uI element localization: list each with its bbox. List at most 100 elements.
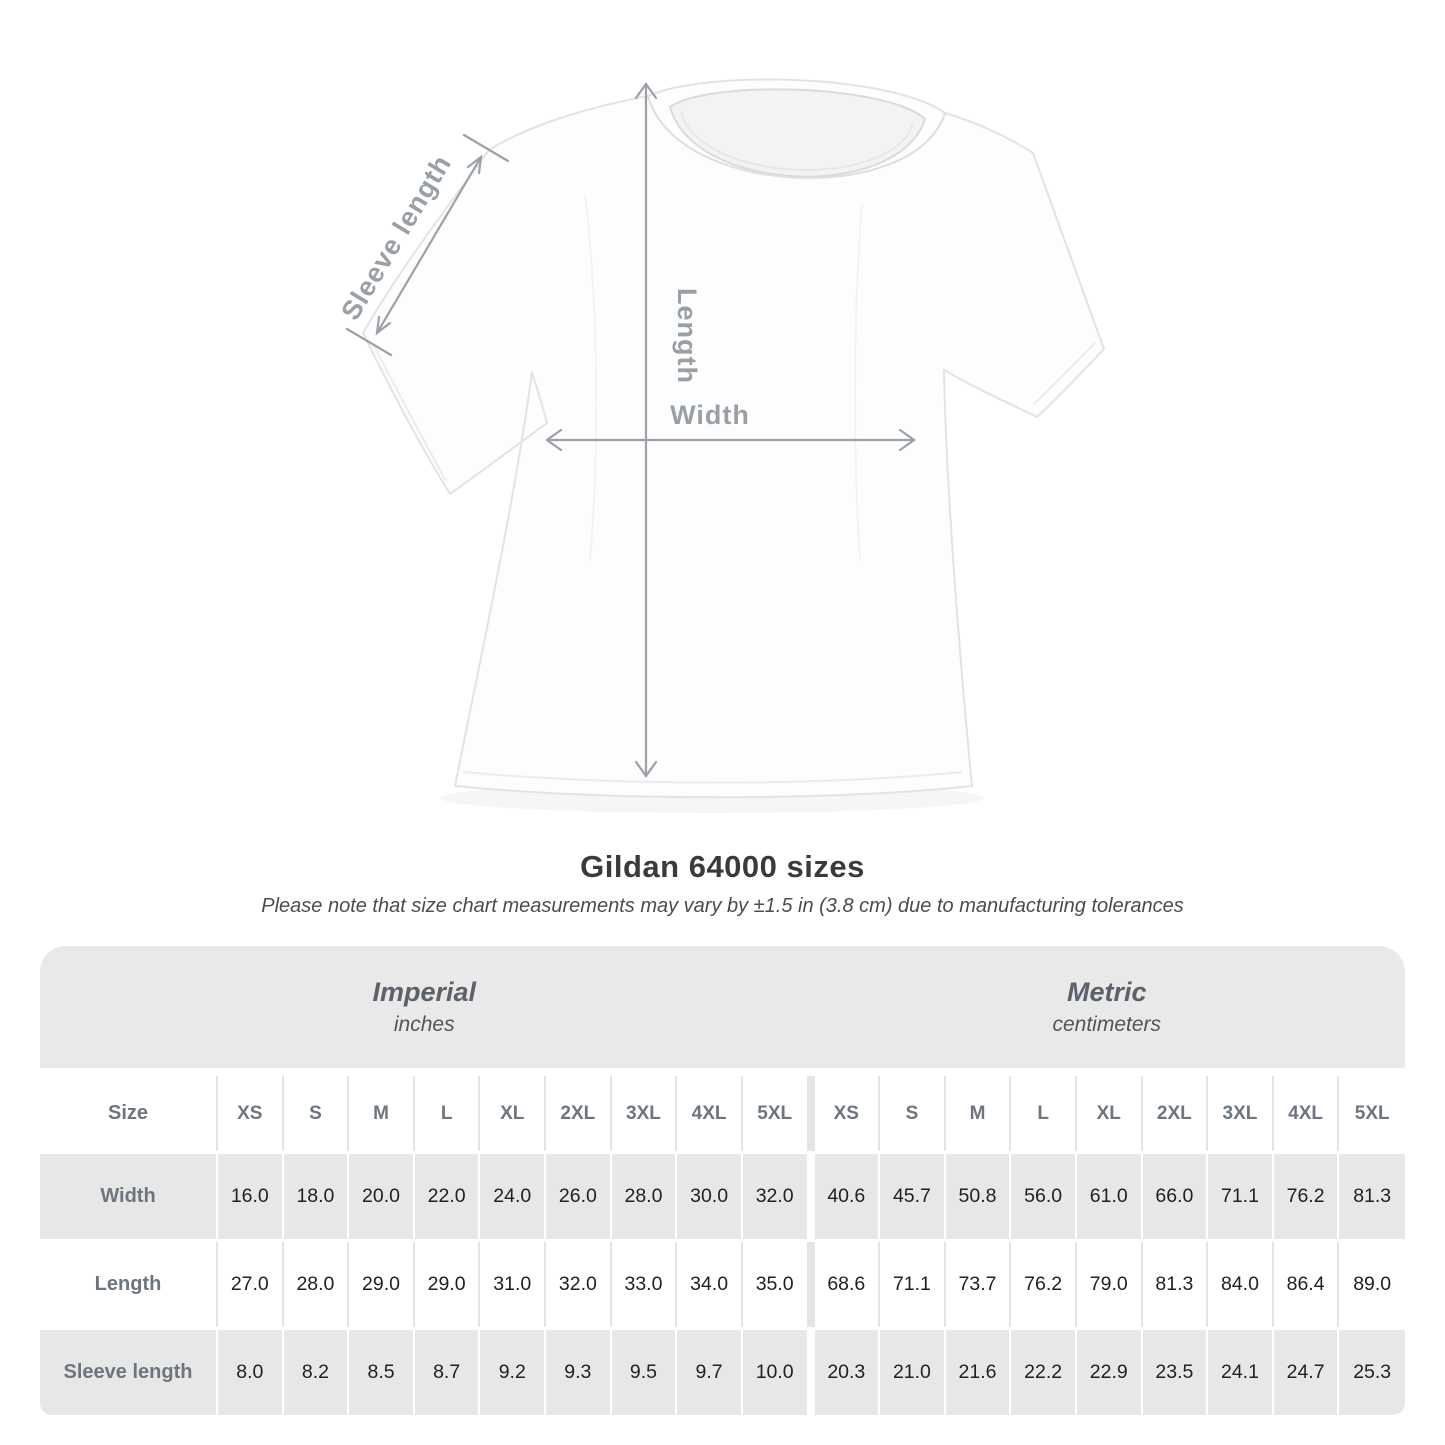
unit-header-band: Imperial inches Metric centimeters <box>40 946 1405 1068</box>
metric-value: 61.0 <box>1076 1154 1143 1239</box>
sleeve-length-tick-bottom <box>345 327 393 357</box>
metric-value: 21.0 <box>880 1330 946 1415</box>
imperial-metric-divider <box>808 1242 815 1327</box>
size-column-label: Size <box>40 1076 218 1151</box>
metric-value: 68.6 <box>814 1242 881 1327</box>
size-header-imperial: 3XL <box>611 1076 678 1151</box>
imperial-metric-divider <box>808 1154 815 1239</box>
sleeve-length-arrow <box>345 133 510 357</box>
imperial-value: 32.0 <box>546 1242 612 1327</box>
metric-value: 24.1 <box>1208 1330 1274 1415</box>
size-header-imperial: XS <box>218 1076 284 1151</box>
metric-value: 76.2 <box>1011 1242 1077 1327</box>
measurement-label: Sleeve length <box>40 1330 218 1415</box>
imperial-header: Imperial inches <box>40 946 809 1068</box>
size-header-metric: 3XL <box>1208 1076 1274 1151</box>
metric-value: 50.8 <box>945 1154 1012 1239</box>
imperial-value: 31.0 <box>480 1242 547 1327</box>
measurement-row: Sleeve length 8.0 8.2 8.5 8.7 9.2 9.3 9.5 9.7 10.… <box>40 1330 1405 1415</box>
left-cuff-stitch <box>373 345 447 482</box>
size-header-metric: 4XL <box>1273 1076 1340 1151</box>
size-header-metric: M <box>945 1076 1012 1151</box>
size-header-imperial: 5XL <box>742 1076 809 1151</box>
size-header-imperial: 2XL <box>546 1076 612 1151</box>
metric-value: 73.7 <box>945 1242 1012 1327</box>
imperial-value: 9.7 <box>677 1330 743 1415</box>
metric-value: 40.6 <box>814 1154 881 1239</box>
imperial-value: 9.3 <box>546 1330 612 1415</box>
metric-title: Metric <box>1066 977 1147 1007</box>
right-cuff-stitch <box>1033 342 1096 405</box>
size-header-metric: 2XL <box>1142 1076 1209 1151</box>
metric-value: 22.9 <box>1076 1330 1143 1415</box>
imperial-value: 22.0 <box>414 1154 481 1239</box>
metric-subtitle: centimeters <box>1052 1013 1162 1036</box>
size-header-imperial: M <box>349 1076 415 1151</box>
metric-value: 76.2 <box>1273 1154 1340 1239</box>
measurement-label: Width <box>40 1154 218 1239</box>
page-title: Gildan 64000 sizes <box>580 849 865 884</box>
hem-stitch <box>462 771 963 784</box>
metric-value: 25.3 <box>1339 1330 1405 1415</box>
size-header-imperial: L <box>414 1076 481 1151</box>
imperial-subtitle: inches <box>393 1013 455 1036</box>
sleeve-length-tick-top <box>462 133 510 163</box>
size-header-metric: L <box>1011 1076 1077 1151</box>
imperial-metric-divider <box>808 1076 815 1151</box>
imperial-value: 20.0 <box>349 1154 415 1239</box>
imperial-value: 8.2 <box>283 1330 350 1415</box>
imperial-value: 9.5 <box>611 1330 678 1415</box>
imperial-value: 16.0 <box>218 1154 284 1239</box>
body-wrinkle-left <box>584 194 598 561</box>
collar-seam <box>647 95 946 179</box>
metric-value: 45.7 <box>880 1154 946 1239</box>
measurement-row: Length 27.0 28.0 29.0 29.0 31.0 32.0 33.0 34.0 35… <box>40 1242 1405 1327</box>
metric-value: 21.6 <box>945 1330 1012 1415</box>
imperial-value: 9.2 <box>480 1330 547 1415</box>
collar-neck-hole <box>668 88 927 178</box>
metric-header: Metric centimeters <box>809 946 1406 1068</box>
metric-value: 71.1 <box>880 1242 946 1327</box>
imperial-value: 8.0 <box>218 1330 284 1415</box>
size-header-imperial: S <box>283 1076 350 1151</box>
size-header-metric: XL <box>1076 1076 1143 1151</box>
metric-value: 81.3 <box>1142 1242 1209 1327</box>
imperial-value: 28.0 <box>283 1242 350 1327</box>
imperial-value: 29.0 <box>414 1242 481 1327</box>
tshirt-measurement-diagram: Sleeve length Length Width <box>335 78 1105 799</box>
imperial-value: 27.0 <box>218 1242 284 1327</box>
imperial-value: 8.7 <box>414 1330 481 1415</box>
size-header-imperial: 4XL <box>677 1076 743 1151</box>
imperial-value: 8.5 <box>349 1330 415 1415</box>
size-header-metric: 5XL <box>1339 1076 1405 1151</box>
measurement-row: Width 16.0 18.0 20.0 22.0 24.0 26.0 28.0 30.0 32.… <box>40 1154 1405 1239</box>
tshirt-silhouette <box>362 78 1105 799</box>
size-header-imperial: XL <box>480 1076 547 1151</box>
imperial-title: Imperial <box>372 977 477 1007</box>
width-arrow <box>545 428 916 452</box>
metric-value: 79.0 <box>1076 1242 1143 1327</box>
length-label: Length <box>672 288 702 384</box>
body-wrinkle-right <box>854 204 863 561</box>
metric-value: 20.3 <box>814 1330 881 1415</box>
imperial-value: 24.0 <box>480 1154 547 1239</box>
size-header-metric: S <box>880 1076 946 1151</box>
imperial-value: 29.0 <box>349 1242 415 1327</box>
imperial-value: 32.0 <box>742 1154 809 1239</box>
metric-value: 84.0 <box>1208 1242 1274 1327</box>
measurement-label: Length <box>40 1242 218 1327</box>
imperial-value: 28.0 <box>611 1154 678 1239</box>
imperial-value: 18.0 <box>283 1154 350 1239</box>
length-arrow <box>634 82 658 778</box>
metric-value: 56.0 <box>1011 1154 1077 1239</box>
metric-value: 71.1 <box>1208 1154 1274 1239</box>
size-header-row: Size XS S M L XL 2XL 3XL 4XL 5XL XS S M L XL 2XL 3XL 4XL 5… <box>40 1076 1405 1151</box>
imperial-value: 30.0 <box>677 1154 743 1239</box>
metric-value: 22.2 <box>1011 1330 1077 1415</box>
imperial-value: 35.0 <box>742 1242 809 1327</box>
imperial-value: 10.0 <box>742 1330 809 1415</box>
collar-ribbing <box>680 111 914 171</box>
tolerance-note: Please note that size chart measurements… <box>261 895 1184 917</box>
size-grid: Size XS S M L XL 2XL 3XL 4XL 5XL XS S M L XL 2XL 3XL 4XL 5… <box>40 1076 1405 1415</box>
imperial-value: 34.0 <box>677 1242 743 1327</box>
